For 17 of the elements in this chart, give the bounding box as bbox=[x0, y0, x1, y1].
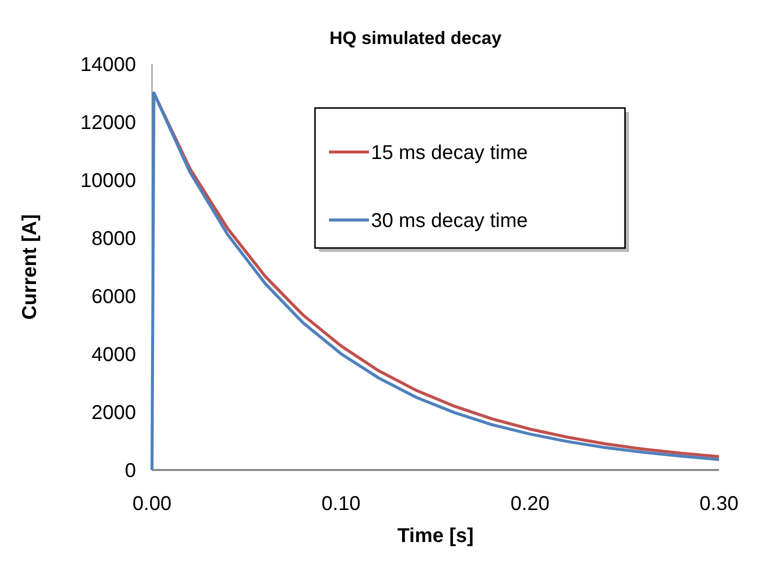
chart-title: HQ simulated decay bbox=[329, 28, 502, 48]
x-tick-label: 0.30 bbox=[700, 493, 738, 515]
legend-label: 15 ms decay time bbox=[371, 142, 528, 164]
x-tick-label: 0.20 bbox=[510, 493, 550, 515]
y-tick-label: 2000 bbox=[92, 402, 136, 424]
y-tick-label: 12000 bbox=[80, 112, 136, 134]
y-tick-label: 0 bbox=[124, 460, 136, 482]
x-axis-title: Time [s] bbox=[397, 525, 474, 547]
y-tick-label: 6000 bbox=[92, 286, 136, 308]
x-tick-label: 0.00 bbox=[132, 493, 172, 515]
y-tick-label: 10000 bbox=[80, 170, 136, 192]
y-tick-label: 8000 bbox=[92, 228, 136, 250]
y-tick-label: 14000 bbox=[80, 54, 136, 76]
x-tick-label: 0.10 bbox=[322, 493, 360, 515]
y-tick-label: 4000 bbox=[92, 344, 136, 366]
legend-label: 30 ms decay time bbox=[371, 210, 528, 232]
y-axis-title: Current [A] bbox=[19, 214, 41, 320]
